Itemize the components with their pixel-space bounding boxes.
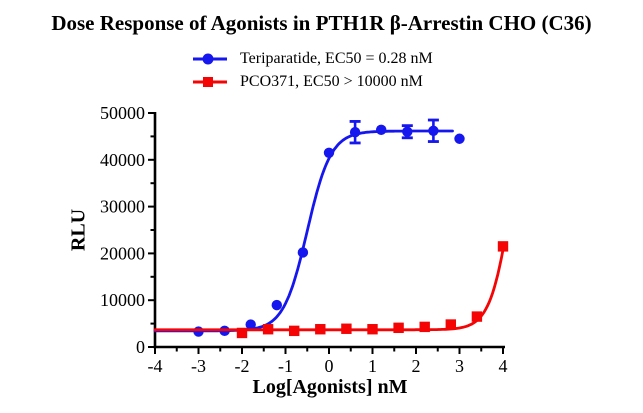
pco371-data-point: [262, 324, 274, 335]
x-tick-label: 3: [455, 356, 464, 376]
legend: Teriparatide, EC50 = 0.28 nM PCO371, EC5…: [192, 48, 433, 93]
x-tick-label: -4: [148, 356, 163, 376]
y-tick-label: 50000: [100, 103, 145, 123]
teriparatide-data-point: [454, 133, 465, 144]
pco371-data-point: [445, 319, 456, 330]
legend-label-teriparatide: Teriparatide, EC50 = 0.28 nM: [240, 50, 433, 67]
x-tick-label: 2: [412, 356, 421, 376]
legend-item-pco371: PCO371, EC50 > 10000 nM: [192, 71, 433, 93]
teriparatide-data-point: [193, 326, 204, 337]
x-axis-title: Log[Agonists] nM: [252, 376, 408, 398]
chart-title: Dose Response of Agonists in PTH1R β-Arr…: [51, 11, 592, 35]
y-tick-label: 0: [136, 337, 145, 357]
pco371-data-point: [497, 241, 509, 252]
pco371-data-point: [419, 321, 430, 333]
legend-item-teriparatide: Teriparatide, EC50 = 0.28 nM: [192, 48, 433, 70]
teriparatide-marker-icon: [193, 53, 227, 65]
legend-label-pco371: PCO371, EC50 > 10000 nM: [240, 73, 423, 90]
x-tick-label: -2: [235, 356, 250, 376]
teriparatide-data-point: [297, 247, 309, 258]
x-tick-label: 0: [325, 356, 334, 376]
pco371-curve: [153, 248, 505, 332]
y-tick-label: 10000: [100, 290, 145, 310]
pco371-data-point: [367, 324, 378, 335]
pco371-data-point: [393, 322, 404, 334]
pco371-marker-icon: [193, 77, 227, 87]
x-tick-label: -1: [278, 356, 293, 376]
teriparatide-curve: [153, 129, 454, 333]
teriparatide-data-point: [271, 299, 282, 311]
teriparatide-data-point: [323, 147, 335, 158]
y-tick-label: 20000: [100, 243, 145, 263]
x-tick-label: 1: [368, 356, 377, 376]
y-tick-label: 40000: [100, 150, 145, 170]
teriparatide-data-point: [349, 126, 361, 138]
x-tick-label: -3: [191, 356, 206, 376]
teriparatide-data-point: [428, 125, 439, 136]
y-tick-label: 30000: [100, 197, 145, 217]
teriparatide-data-point: [245, 319, 256, 330]
pco371-data-point: [236, 327, 248, 339]
pco371-data-point: [471, 311, 483, 322]
teriparatide-data-point: [402, 126, 413, 137]
teriparatide-data-point: [376, 124, 387, 136]
pco371-data-point: [315, 324, 326, 335]
x-tick-label: 4: [499, 356, 508, 376]
pco371-data-point: [341, 323, 352, 334]
pco371-data-point: [289, 325, 300, 337]
